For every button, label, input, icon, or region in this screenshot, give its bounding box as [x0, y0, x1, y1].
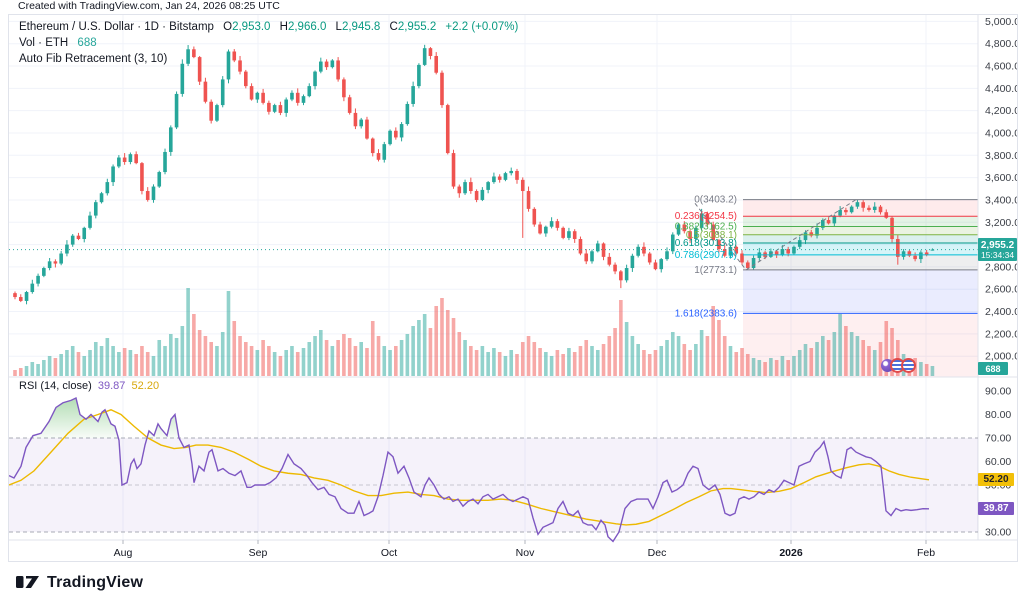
time-axis-label: Nov	[516, 547, 535, 559]
fib-level-label: 0.5(3088.1)	[686, 230, 737, 241]
last-price-value: 2,955.2	[980, 239, 1015, 251]
fib-level-label: 0(3403.2)	[694, 195, 737, 206]
time-axis-label: 2026	[779, 547, 803, 559]
svg-text:2,000.0: 2,000.0	[985, 351, 1017, 363]
svg-text:3,200.0: 3,200.0	[985, 217, 1017, 229]
chart-canvas[interactable]: 0(3403.2)0.236(3254.5)0.382(3162.5)0.5(3…	[9, 15, 1017, 561]
change-value: +2.2 (+0.07%)	[445, 21, 519, 33]
open-label: O	[223, 21, 233, 33]
tradingview-logo-icon	[16, 576, 39, 588]
fib-legend-label[interactable]: Auto Fib Retracement (3, 10)	[19, 53, 168, 65]
last-price-badge: 2,955.2 15:34:34	[978, 238, 1017, 261]
fib-level-label: 0.786(2907.9)	[675, 250, 737, 261]
close-label: C	[389, 21, 398, 33]
svg-text:2,800.0: 2,800.0	[985, 261, 1017, 273]
time-axis-label: Oct	[381, 547, 397, 559]
rsi-legend-title[interactable]: RSI (14, close)	[19, 380, 92, 392]
sticker-icons[interactable]	[881, 358, 916, 373]
time-axis-label: Feb	[917, 547, 935, 559]
high-value: 2,966.0	[287, 21, 327, 33]
time-axis-label: Aug	[114, 547, 133, 559]
svg-text:3,800.0: 3,800.0	[985, 150, 1017, 162]
rsi-overbought-fill	[31, 398, 119, 438]
symbol-legend: Ethereum / U.S. Dollar · 1D · Bitstamp O…	[19, 19, 518, 67]
svg-text:60.00: 60.00	[985, 456, 1011, 468]
svg-text:70.00: 70.00	[985, 433, 1011, 445]
time-axis-label: Dec	[648, 547, 667, 559]
time-axis-label: Sep	[249, 547, 268, 559]
fib-level-label: 1(2773.1)	[694, 265, 737, 276]
rsi-line	[9, 397, 930, 543]
svg-text:4,800.0: 4,800.0	[985, 38, 1017, 50]
candles-layer	[13, 44, 935, 305]
svg-text:4,000.0: 4,000.0	[985, 127, 1017, 139]
svg-text:4,200.0: 4,200.0	[985, 105, 1017, 117]
globe-sticker-icon[interactable]	[901, 358, 916, 373]
rsi-ma-legend-value: 52.20	[131, 380, 160, 392]
low-value: 2,945.8	[341, 21, 381, 33]
footer-brand[interactable]: TradingView	[16, 573, 143, 592]
svg-text:2,600.0: 2,600.0	[985, 284, 1017, 296]
svg-text:4,600.0: 4,600.0	[985, 61, 1017, 73]
fib-level-label: 1.618(2383.6)	[675, 308, 737, 319]
rsi-value-badge: 39.87	[978, 502, 1014, 515]
svg-text:4,400.0: 4,400.0	[985, 83, 1017, 95]
fib-retracement[interactable]: 0(3403.2)0.236(3254.5)0.382(3162.5)0.5(3…	[675, 195, 978, 320]
svg-text:3,400.0: 3,400.0	[985, 194, 1017, 206]
svg-text:3,600.0: 3,600.0	[985, 172, 1017, 184]
rsi-legend: RSI (14, close) 39.87 52.20	[19, 380, 159, 392]
bar-countdown: 15:34:34	[980, 249, 1015, 260]
svg-text:2,200.0: 2,200.0	[985, 328, 1017, 340]
tradingview-logo-text: TradingView	[47, 573, 144, 591]
open-value: 2,953.0	[232, 21, 271, 33]
rsi-pane[interactable]	[9, 397, 978, 543]
time-axis[interactable]: Aug Sep Oct Nov Dec 2026 Feb	[114, 540, 936, 559]
chart-widget: 0(3403.2) 0.236(3254.5) 0.382(3162.5) 0.5(3…	[8, 14, 1018, 562]
volume-legend-value: 688	[77, 37, 97, 49]
price-axis[interactable]: 5,000.0 4,800.0 4,600.0 4,400.0 4,200.0 4,000…	[985, 16, 1017, 539]
svg-text:30.00: 30.00	[985, 527, 1011, 539]
svg-text:2,400.0: 2,400.0	[985, 306, 1017, 318]
volume-legend-label[interactable]: Vol · ETH	[19, 37, 69, 49]
svg-text:80.00: 80.00	[985, 409, 1011, 421]
fib-level-label: 0.382(3162.5)	[675, 221, 737, 232]
high-label: H	[279, 21, 288, 33]
symbol-title[interactable]: Ethereum / U.S. Dollar · 1D · Bitstamp	[19, 21, 214, 33]
credit-line: Created with TradingView.com, Jan 24, 20…	[18, 0, 280, 12]
volume-badge: 688	[978, 362, 1008, 375]
rsi-ma-line	[9, 409, 930, 526]
svg-text:5,000.0: 5,000.0	[985, 16, 1017, 28]
low-label: L	[335, 21, 342, 33]
fib-level-label: 0.618(3013.8)	[675, 238, 737, 249]
volume-bars	[13, 288, 935, 376]
rsi-ma-badge: 52.20	[978, 473, 1014, 486]
fib-bands	[743, 199, 978, 377]
svg-text:90.00: 90.00	[985, 386, 1011, 398]
close-value: 2,955.2	[397, 21, 437, 33]
rsi-legend-value: 39.87	[97, 380, 126, 392]
